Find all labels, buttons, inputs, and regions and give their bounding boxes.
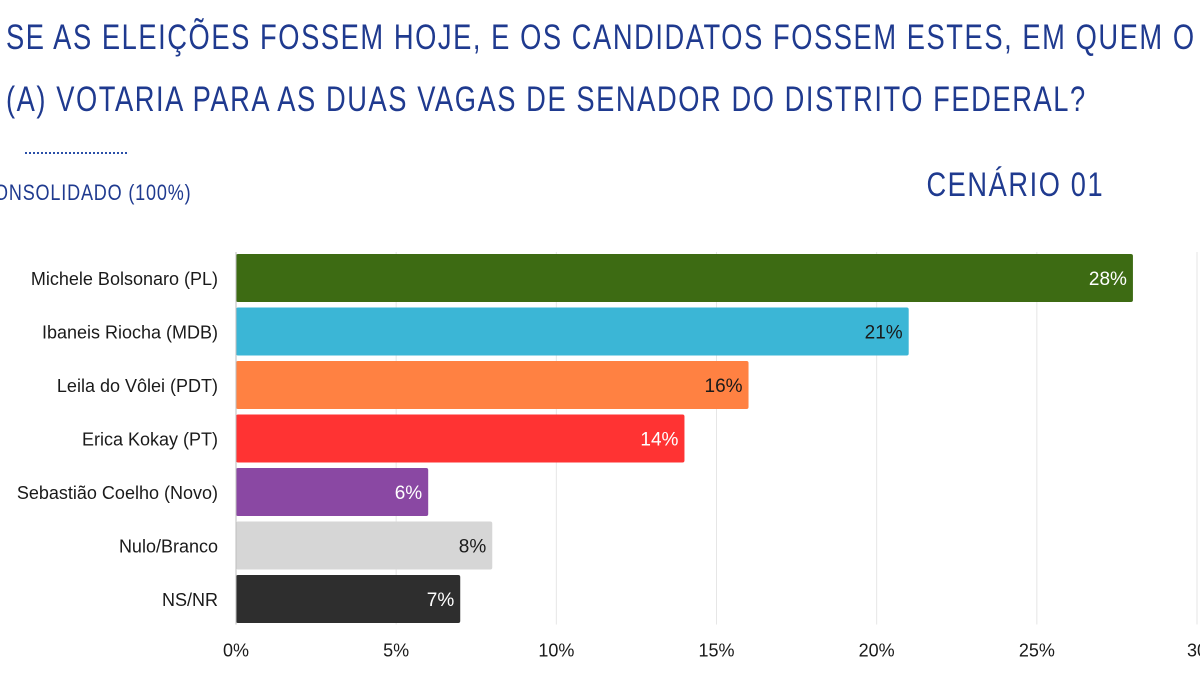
bar [236,254,1133,302]
bar-value-label: 8% [459,537,487,558]
x-tick-label: 20% [859,641,895,661]
bar [236,468,429,516]
category-label: Nulo/Branco [119,537,218,557]
bar [236,307,909,356]
category-label: Sebastião Coelho (Novo) [17,483,218,503]
x-tick-label: 15% [698,641,734,661]
bar [236,361,749,409]
question-line-1: SE AS ELEIÇÕES FOSSEM HOJE, E OS CANDIDA… [6,18,1200,57]
category-label: Erica Kokay (PT) [82,430,218,450]
x-tick-label: 10% [538,641,574,661]
bar-value-label: 14% [640,430,678,451]
x-tick-label: 25% [1019,641,1055,661]
category-label: Ibaneis Riocha (MDB) [42,323,218,343]
subtitle: ONSOLIDADO (100%) [0,180,192,205]
bar-value-label: 16% [705,376,743,397]
bar-value-label: 6% [395,483,423,504]
dotted-divider [25,152,127,154]
x-tick-label: 30% [1187,641,1200,661]
scenario-label: CENÁRIO 01 [926,166,1104,204]
bar [236,575,461,623]
bar-value-label: 7% [427,590,455,611]
bar-value-label: 21% [865,323,903,344]
x-tick-label: 0% [223,641,249,661]
bar-value-label: 28% [1089,269,1127,290]
bar-chart: 28% Michele Bolsonaro (PL) 21% Ibaneis Rioc… [17,252,1200,661]
category-label: NS/NR [162,590,218,610]
bar [236,414,685,463]
category-label: Michele Bolsonaro (PL) [31,269,218,289]
category-label: Leila do Vôlei (PDT) [57,376,218,396]
x-tick-label: 5% [383,641,409,661]
question-line-2: (A) VOTARIA PARA AS DUAS VAGAS DE SENADO… [6,80,1087,119]
bar [236,521,493,570]
